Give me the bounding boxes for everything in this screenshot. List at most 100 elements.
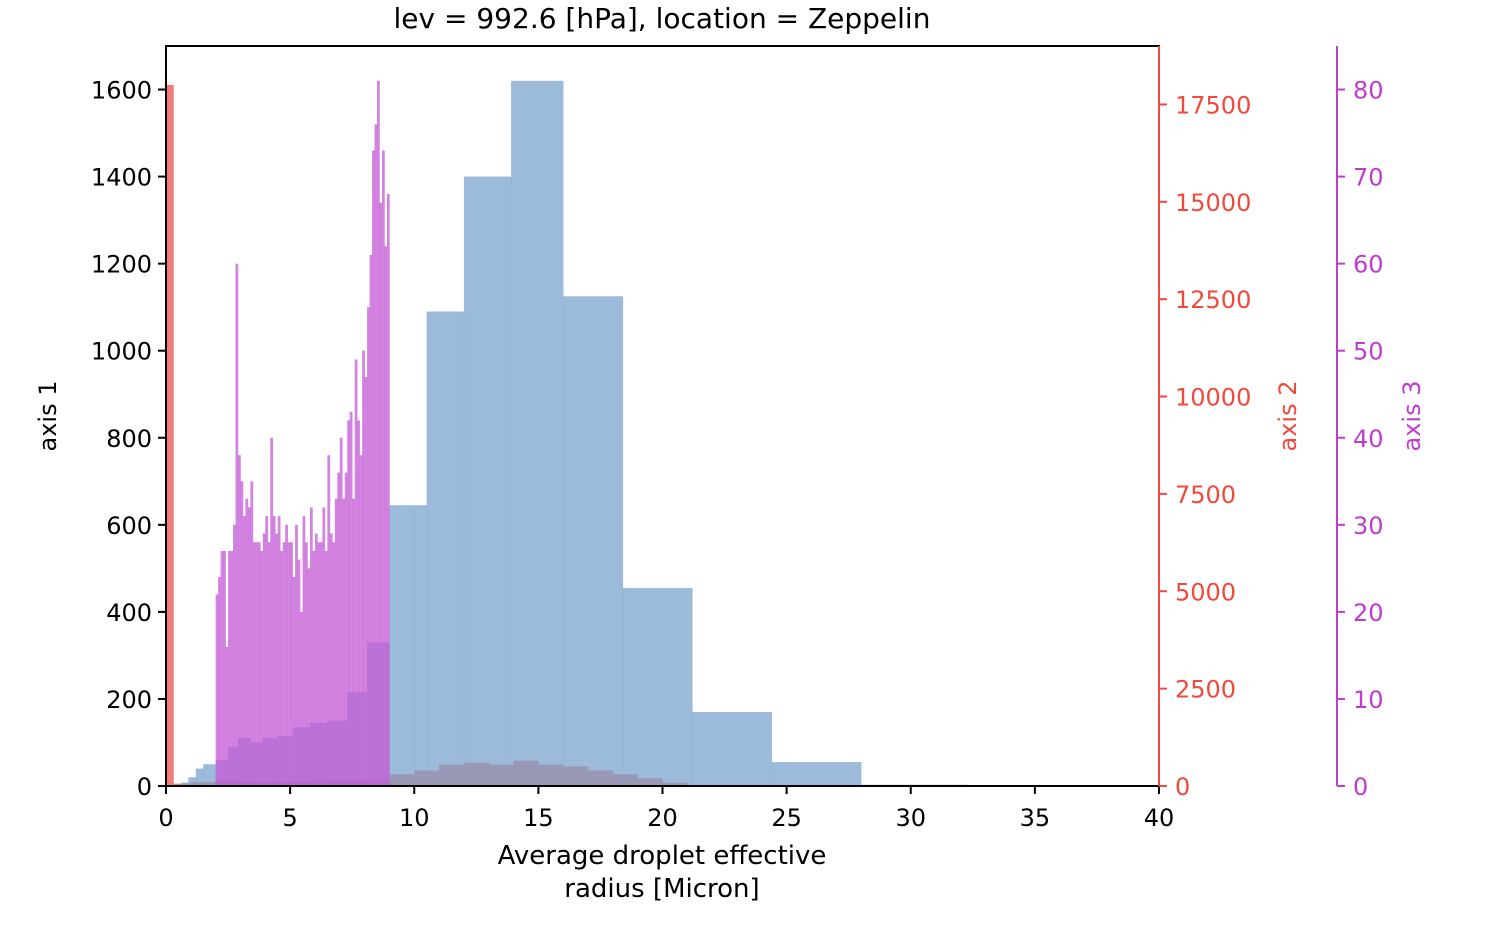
bar <box>563 296 624 786</box>
bar <box>317 542 321 786</box>
bar <box>414 505 427 786</box>
bar <box>357 420 360 786</box>
y-tick-label: 600 <box>106 512 152 540</box>
bar <box>309 507 313 786</box>
x-tick-label: 30 <box>895 804 926 832</box>
y-tick-label: 1400 <box>91 164 152 192</box>
y-tick-label: 5000 <box>1175 578 1236 606</box>
bar <box>347 420 351 786</box>
bar <box>237 455 241 786</box>
axis-2: 0 2500 5000 7500 10000 12500 15000 17500 axis 2 <box>1158 46 1302 801</box>
axis-label: axis 2 <box>1274 381 1302 452</box>
y-tick-label: 2500 <box>1175 676 1236 704</box>
bar <box>511 80 564 786</box>
bar <box>369 254 373 786</box>
bar <box>290 542 293 786</box>
x-tick-label: 15 <box>523 804 554 832</box>
bar <box>252 542 256 786</box>
bar <box>386 194 390 786</box>
y-tick-label: 50 <box>1353 338 1384 366</box>
y-tick-label: 200 <box>106 686 152 714</box>
x-tick-label: 40 <box>1144 804 1175 832</box>
bar <box>280 550 283 786</box>
bar <box>622 587 693 786</box>
bar <box>272 516 276 786</box>
bar <box>285 524 288 786</box>
y-tick-label: 10000 <box>1175 384 1251 412</box>
x-tick-label: 5 <box>282 804 297 832</box>
bar <box>287 542 291 786</box>
axis-label: axis 1 <box>34 381 62 452</box>
bar <box>180 782 189 786</box>
y-tick-label: 0 <box>137 773 152 801</box>
bar <box>692 712 773 786</box>
x-tick-label: 20 <box>647 804 678 832</box>
bar <box>354 359 358 786</box>
bar <box>463 176 512 786</box>
bar <box>250 481 254 786</box>
bar <box>344 472 348 786</box>
bar <box>195 768 204 786</box>
bar <box>257 542 261 786</box>
y-tick-label: 1200 <box>91 251 152 279</box>
bar <box>247 507 251 786</box>
bar <box>384 246 388 786</box>
bar <box>332 542 336 786</box>
axis-1: 0 200 400 600 800 1000 1200 1400 1600 axis 1 <box>34 77 166 801</box>
bar <box>242 516 246 786</box>
bar <box>367 307 370 786</box>
y-tick-label: 1600 <box>91 77 152 105</box>
bar <box>223 550 226 786</box>
bar <box>381 150 385 786</box>
axis-3: 0 10 20 30 40 50 60 70 80 axis 3 <box>1336 46 1426 801</box>
bar <box>255 542 259 786</box>
bar <box>426 311 465 786</box>
y-tick-label: 10 <box>1353 686 1384 714</box>
x-tick-label: 25 <box>771 804 802 832</box>
bar <box>228 550 231 786</box>
chart-title: lev = 992.6 [hPa], location = Zeppelin <box>394 2 931 35</box>
bar <box>339 437 343 786</box>
bar <box>342 498 346 786</box>
bar <box>230 550 234 786</box>
series-2-bars <box>215 80 390 786</box>
bar <box>262 533 266 786</box>
bar <box>322 507 326 786</box>
bar <box>352 498 355 786</box>
x-tick-label: 35 <box>1020 804 1051 832</box>
bar <box>225 646 229 786</box>
y-tick-label: 15000 <box>1175 189 1251 217</box>
bar <box>235 263 239 786</box>
bar <box>771 762 862 786</box>
y-tick-label: 17500 <box>1175 91 1251 119</box>
bar <box>327 455 331 786</box>
bar <box>362 350 365 786</box>
y-tick-label: 1000 <box>91 338 152 366</box>
bar <box>389 505 415 786</box>
y-tick-label: 40 <box>1353 425 1384 453</box>
y-tick-label: 80 <box>1353 77 1384 105</box>
bar <box>337 472 341 786</box>
bar <box>240 481 244 786</box>
y-tick-label: 0 <box>1353 773 1368 801</box>
bar <box>314 533 318 786</box>
bar <box>260 550 264 786</box>
bar <box>305 542 308 786</box>
bar <box>312 550 316 786</box>
bar <box>215 594 219 786</box>
histogram-series <box>166 80 969 786</box>
y-tick-label: 60 <box>1353 251 1384 279</box>
bar <box>203 764 216 786</box>
bar <box>245 498 249 786</box>
bar <box>319 542 323 786</box>
bar <box>379 202 383 786</box>
bar <box>374 124 378 786</box>
y-tick-label: 70 <box>1353 164 1384 192</box>
y-tick-label: 20 <box>1353 599 1384 627</box>
x-tick-label: 0 <box>158 804 173 832</box>
bar <box>307 568 311 786</box>
x-axis-label: Average droplet effective radius [Micron] <box>498 841 827 904</box>
bar <box>377 80 380 786</box>
bar <box>218 577 221 786</box>
